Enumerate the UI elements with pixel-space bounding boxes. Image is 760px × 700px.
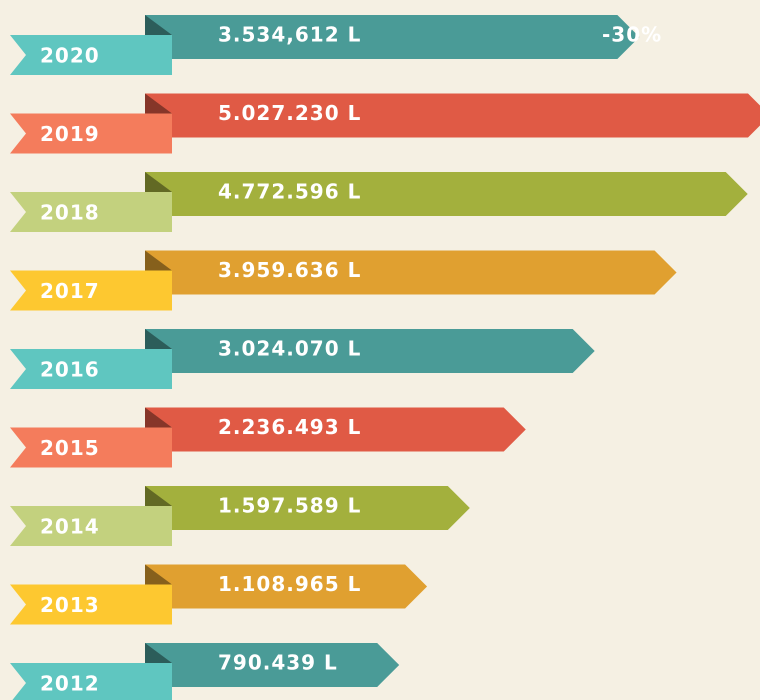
year-label: 2013	[40, 593, 100, 617]
bar-fold-shade	[145, 407, 172, 428]
year-label: 2017	[40, 279, 100, 303]
bar	[145, 15, 640, 59]
bar	[145, 486, 470, 530]
annotation: -30%	[602, 23, 662, 47]
bar-fold	[145, 329, 172, 349]
value-label: 4.772.596 L	[218, 180, 361, 204]
bar	[145, 93, 760, 138]
bar-fold	[145, 643, 172, 663]
year-label: 2019	[40, 122, 100, 146]
year-tag	[10, 192, 172, 232]
year-label: 2018	[40, 201, 100, 225]
value-label: 2.236.493 L	[218, 415, 361, 439]
bar-fold-shade	[145, 329, 172, 349]
bar-fold-shade	[145, 15, 172, 35]
year-tag	[10, 270, 172, 311]
year-label: 2012	[40, 672, 100, 696]
bar-fold	[145, 250, 172, 271]
bar-fold	[145, 486, 172, 506]
bar	[145, 172, 748, 216]
year-tag	[10, 427, 172, 468]
bar-fold	[145, 172, 172, 192]
bar-fold-shade	[145, 250, 172, 271]
value-label: 3.024.070 L	[218, 337, 361, 361]
bar-fold	[145, 407, 172, 428]
bar	[145, 643, 400, 687]
value-label: 5.027.230 L	[218, 101, 361, 125]
value-label: 3.959.636 L	[218, 258, 361, 282]
bar	[145, 407, 526, 452]
bar-fold-shade	[145, 643, 172, 663]
bar	[145, 564, 428, 609]
year-tag	[10, 349, 172, 389]
bar	[145, 250, 677, 295]
year-label: 2016	[40, 358, 100, 382]
value-label: 3.534,612 L	[218, 23, 361, 47]
value-label: 1.597.589 L	[218, 494, 361, 518]
bar-fold-shade	[145, 172, 172, 192]
bar	[145, 329, 595, 373]
year-label: 2015	[40, 436, 100, 460]
value-label: 1.108.965 L	[218, 572, 361, 596]
bar-fold	[145, 15, 172, 35]
value-label: 790.439 L	[218, 651, 338, 675]
bar-fold	[145, 93, 172, 114]
year-label: 2014	[40, 515, 100, 539]
year-tag	[10, 506, 172, 546]
year-label: 2020	[40, 44, 100, 68]
bar-fold-shade	[145, 564, 172, 585]
bar-fold	[145, 564, 172, 585]
year-tag	[10, 584, 172, 625]
bar-fold-shade	[145, 93, 172, 114]
year-tag	[10, 35, 172, 75]
year-tag	[10, 663, 172, 700]
year-tag	[10, 113, 172, 154]
bar-fold-shade	[145, 486, 172, 506]
